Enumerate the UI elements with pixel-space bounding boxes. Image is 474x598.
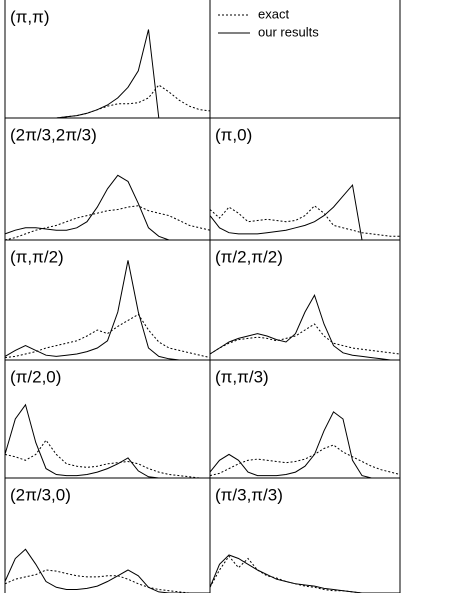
series-line xyxy=(209,205,400,237)
panel-title: (π/2,0) xyxy=(10,367,61,386)
series-line xyxy=(4,205,211,241)
series-line xyxy=(4,313,211,359)
panel-title: (π,π/2) xyxy=(10,247,64,266)
series-line xyxy=(209,183,400,241)
panel-title: (π/2,π/2) xyxy=(215,247,283,266)
series-line xyxy=(209,293,400,361)
series-line xyxy=(4,548,210,594)
series-line xyxy=(5,29,210,119)
legend-label: our results xyxy=(258,24,319,39)
panel-title: (π,π/3) xyxy=(215,367,269,386)
series-line xyxy=(209,323,401,355)
series-line xyxy=(4,174,210,241)
legend: exact our results xyxy=(218,6,319,39)
panel-title: (2π/3,0) xyxy=(10,485,71,504)
legend-label: exact xyxy=(258,6,289,21)
panel-title: (π,0) xyxy=(215,125,252,144)
series-line xyxy=(5,84,211,119)
series-line xyxy=(209,411,400,479)
panel-title: (π/3,π/3) xyxy=(215,485,283,504)
panel-title: (π,π) xyxy=(10,7,50,26)
series-line xyxy=(4,439,210,479)
series-line xyxy=(4,403,210,479)
series-line xyxy=(4,569,210,594)
series-line xyxy=(209,555,400,594)
series-line xyxy=(4,260,210,361)
series-line xyxy=(209,554,400,594)
panel-title: (2π/3,2π/3) xyxy=(10,125,97,144)
